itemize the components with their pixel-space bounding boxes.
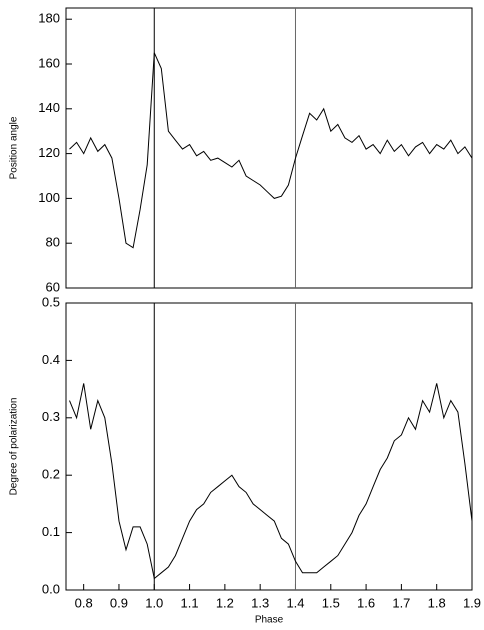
x-tick-label: 1.9 xyxy=(463,595,481,610)
data-line xyxy=(69,52,473,249)
x-tick-label: 1.0 xyxy=(145,595,163,610)
y-tick-label: 0.3 xyxy=(42,409,60,424)
x-axis-label: Phase xyxy=(255,615,284,626)
y-tick-label: 0.0 xyxy=(42,581,60,596)
y-tick-label: 60 xyxy=(46,279,60,294)
x-tick-label: 1.4 xyxy=(286,595,304,610)
y-tick-label: 140 xyxy=(38,100,60,115)
data-line xyxy=(69,383,473,580)
y-tick-label: 80 xyxy=(46,235,60,250)
x-tick-label: 1.5 xyxy=(322,595,340,610)
y-tick-label: 0.1 xyxy=(42,524,60,539)
y-tick-label: 120 xyxy=(38,145,60,160)
x-tick-label: 1.6 xyxy=(357,595,375,610)
x-tick-label: 1.2 xyxy=(216,595,234,610)
x-tick-label: 1.7 xyxy=(392,595,410,610)
y-axis-label: Degree of polarization xyxy=(9,398,20,496)
y-tick-label: 180 xyxy=(38,11,60,26)
x-tick-label: 1.8 xyxy=(428,595,446,610)
x-tick-label: 0.9 xyxy=(110,595,128,610)
plot-frame xyxy=(65,302,473,591)
x-tick-label: 0.8 xyxy=(75,595,93,610)
y-tick-label: 160 xyxy=(38,55,60,70)
y-axis-label: Position angle xyxy=(9,116,20,179)
y-tick-label: 100 xyxy=(38,190,60,205)
y-tick-label: 0.5 xyxy=(42,294,60,309)
y-tick-label: 0.4 xyxy=(42,352,60,367)
y-tick-label: 0.2 xyxy=(42,467,60,482)
x-tick-label: 1.3 xyxy=(251,595,269,610)
x-tick-label: 1.1 xyxy=(181,595,199,610)
plot-frame xyxy=(65,7,473,289)
